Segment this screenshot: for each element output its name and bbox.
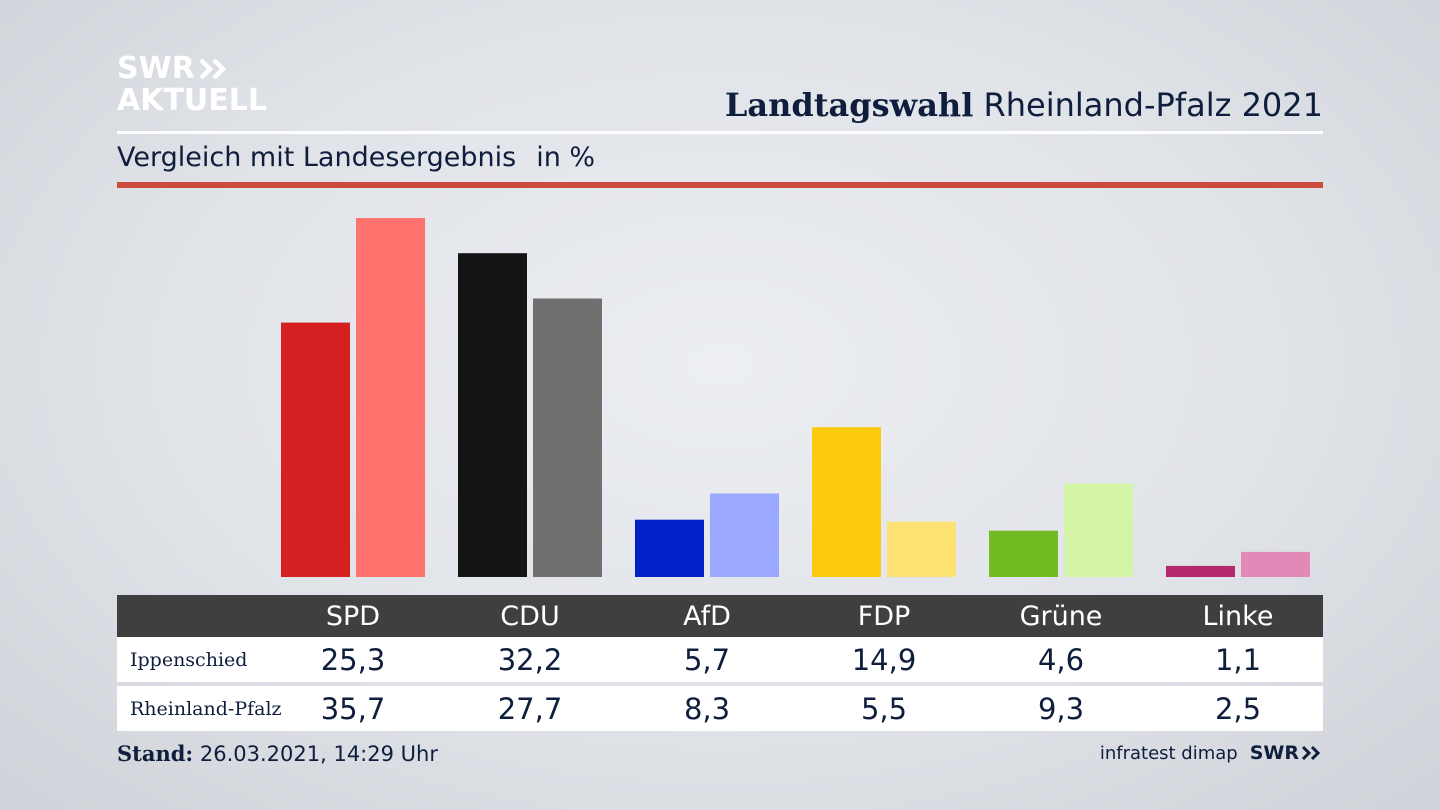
row-label: Ippenschied [130, 648, 248, 671]
row-label: Rheinland-Pfalz [130, 697, 282, 720]
data-label: 9,3 [1037, 691, 1085, 726]
bar-grne-local [989, 530, 1058, 577]
divider [117, 131, 1323, 134]
bar-spd-local [281, 322, 350, 577]
column-header: Grüne [1019, 600, 1103, 632]
data-label: 2,5 [1214, 691, 1262, 726]
table-row: Ippenschied 25,3 32,2 5,7 14,9 4,6 1,1 [117, 637, 1323, 682]
stand-label: Stand: [117, 741, 194, 766]
table-header: SPD CDU AfD FDP Grüne Linke [117, 595, 1323, 637]
bar-fdp-local [812, 427, 881, 577]
bar-linke-state [1241, 551, 1310, 577]
results-table: SPD CDU AfD FDP Grüne Linke Ippenschied 25,3 32… [117, 595, 1323, 731]
data-label: 5,7 [683, 642, 731, 677]
data-label: 35,7 [320, 691, 386, 726]
data-label: 8,3 [683, 691, 731, 726]
data-label: 5,5 [860, 691, 908, 726]
source-credit: infratest dimap SWR [1100, 742, 1323, 764]
source-text: infratest dimap [1099, 742, 1238, 764]
chart-subtitle: Vergleich mit Landesergebnis in % [117, 142, 595, 173]
column-header: Linke [1202, 600, 1274, 632]
column-header: CDU [500, 600, 560, 632]
data-label: 14,9 [851, 642, 917, 677]
subtitle-text: Vergleich mit Landesergebnis [117, 142, 517, 173]
footer-logo: SWR [1250, 742, 1323, 764]
logo-line2: AKTUELL [117, 83, 268, 118]
page-title: Landtagswahl Rheinland-Pfalz 2021 [725, 86, 1323, 124]
double-chevron-icon [1301, 745, 1321, 761]
swr-aktuell-logo: SWR AKTUELL [117, 54, 267, 116]
title-regular: Rheinland-Pfalz 2021 [983, 86, 1323, 124]
column-header: SPD [325, 600, 381, 632]
data-label: 4,6 [1037, 642, 1085, 677]
footer-logo-text: SWR [1249, 742, 1299, 764]
logo-line1: SWR [117, 51, 195, 86]
data-label: 27,7 [497, 691, 563, 726]
data-label: 25,3 [320, 642, 386, 677]
stand-value: 26.03.2021, 14:29 Uhr [199, 742, 438, 766]
double-chevron-icon [199, 58, 226, 80]
bar-spd-state [356, 218, 425, 577]
bar-afd-state [710, 493, 779, 577]
bar-afd-local [635, 519, 704, 577]
timestamp: Stand: 26.03.2021, 14:29 Uhr [117, 741, 438, 766]
table-row: Rheinland-Pfalz 35,7 27,7 8,3 5,5 9,3 2,5 [117, 686, 1323, 731]
bar-cdu-local [458, 253, 527, 577]
bar-linke-local [1166, 565, 1235, 577]
data-label: 32,2 [497, 642, 563, 677]
subtitle-unit: in % [536, 142, 596, 173]
title-bold: Landtagswahl [724, 86, 974, 124]
bar-grne-state [1064, 483, 1133, 577]
column-header: FDP [857, 600, 911, 632]
data-label: 1,1 [1214, 642, 1262, 677]
column-header: AfD [683, 600, 731, 632]
accent-divider [117, 182, 1323, 188]
bar-fdp-state [887, 521, 956, 577]
bar-cdu-state [533, 298, 602, 577]
